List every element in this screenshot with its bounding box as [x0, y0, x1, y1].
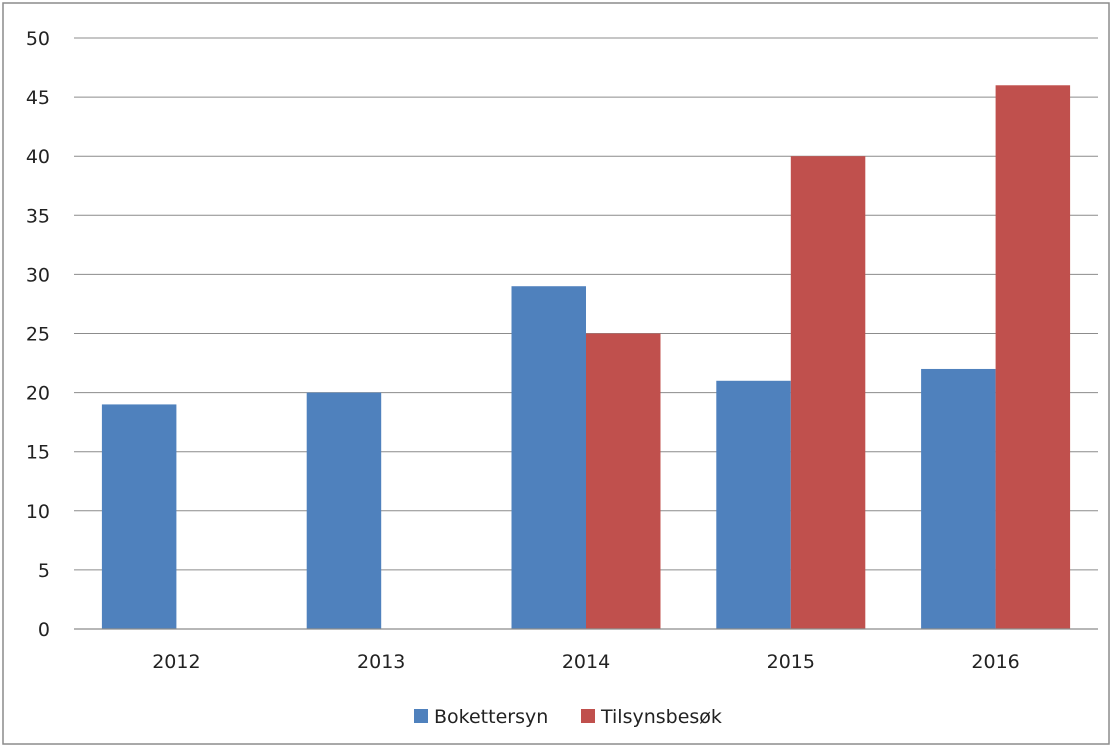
y-tick-label: 35 [26, 205, 50, 227]
legend-swatch-tilsynsbesøk [581, 709, 595, 723]
x-tick-label: 2015 [767, 651, 815, 673]
bar-bokettersyn-2013 [306, 392, 382, 629]
y-tick-label: 45 [26, 87, 50, 109]
y-axis-tick-labels: 0 5 10 15 20 25 30 35 40 45 50 [26, 28, 50, 641]
y-tick-label: 20 [26, 383, 50, 405]
bar-tilsynsbesøk-2016 [995, 85, 1071, 629]
y-tick-label: 30 [26, 264, 50, 286]
y-tick-label: 5 [38, 560, 50, 582]
legend-label: Bokettersyn [434, 706, 548, 728]
y-tick-label: 40 [26, 146, 50, 168]
bar-bokettersyn-2014 [511, 286, 586, 629]
x-tick-label: 2013 [357, 651, 405, 673]
bars [101, 85, 1071, 629]
bar-bokettersyn-2012 [101, 404, 177, 629]
y-tick-label: 25 [26, 324, 50, 346]
x-axis-tick-labels: 2012 2013 2014 2015 2016 [152, 651, 1020, 673]
bar-bokettersyn-2015 [716, 380, 791, 629]
bar-tilsynsbesøk-2014 [586, 333, 661, 629]
legend-label: Tilsynsbesøk [600, 706, 722, 728]
x-tick-label: 2014 [562, 651, 610, 673]
y-tick-label: 10 [26, 501, 50, 523]
legend-swatch-bokettersyn [414, 709, 428, 723]
y-tick-label: 15 [26, 442, 50, 464]
legend: Bokettersyn Tilsynsbesøk [414, 706, 722, 728]
x-tick-label: 2016 [971, 651, 1019, 673]
x-tick-label: 2012 [152, 651, 200, 673]
y-tick-label: 0 [38, 619, 50, 641]
bar-tilsynsbesøk-2015 [790, 156, 866, 629]
y-tick-label: 50 [26, 28, 50, 50]
bar-bokettersyn-2016 [921, 368, 996, 629]
